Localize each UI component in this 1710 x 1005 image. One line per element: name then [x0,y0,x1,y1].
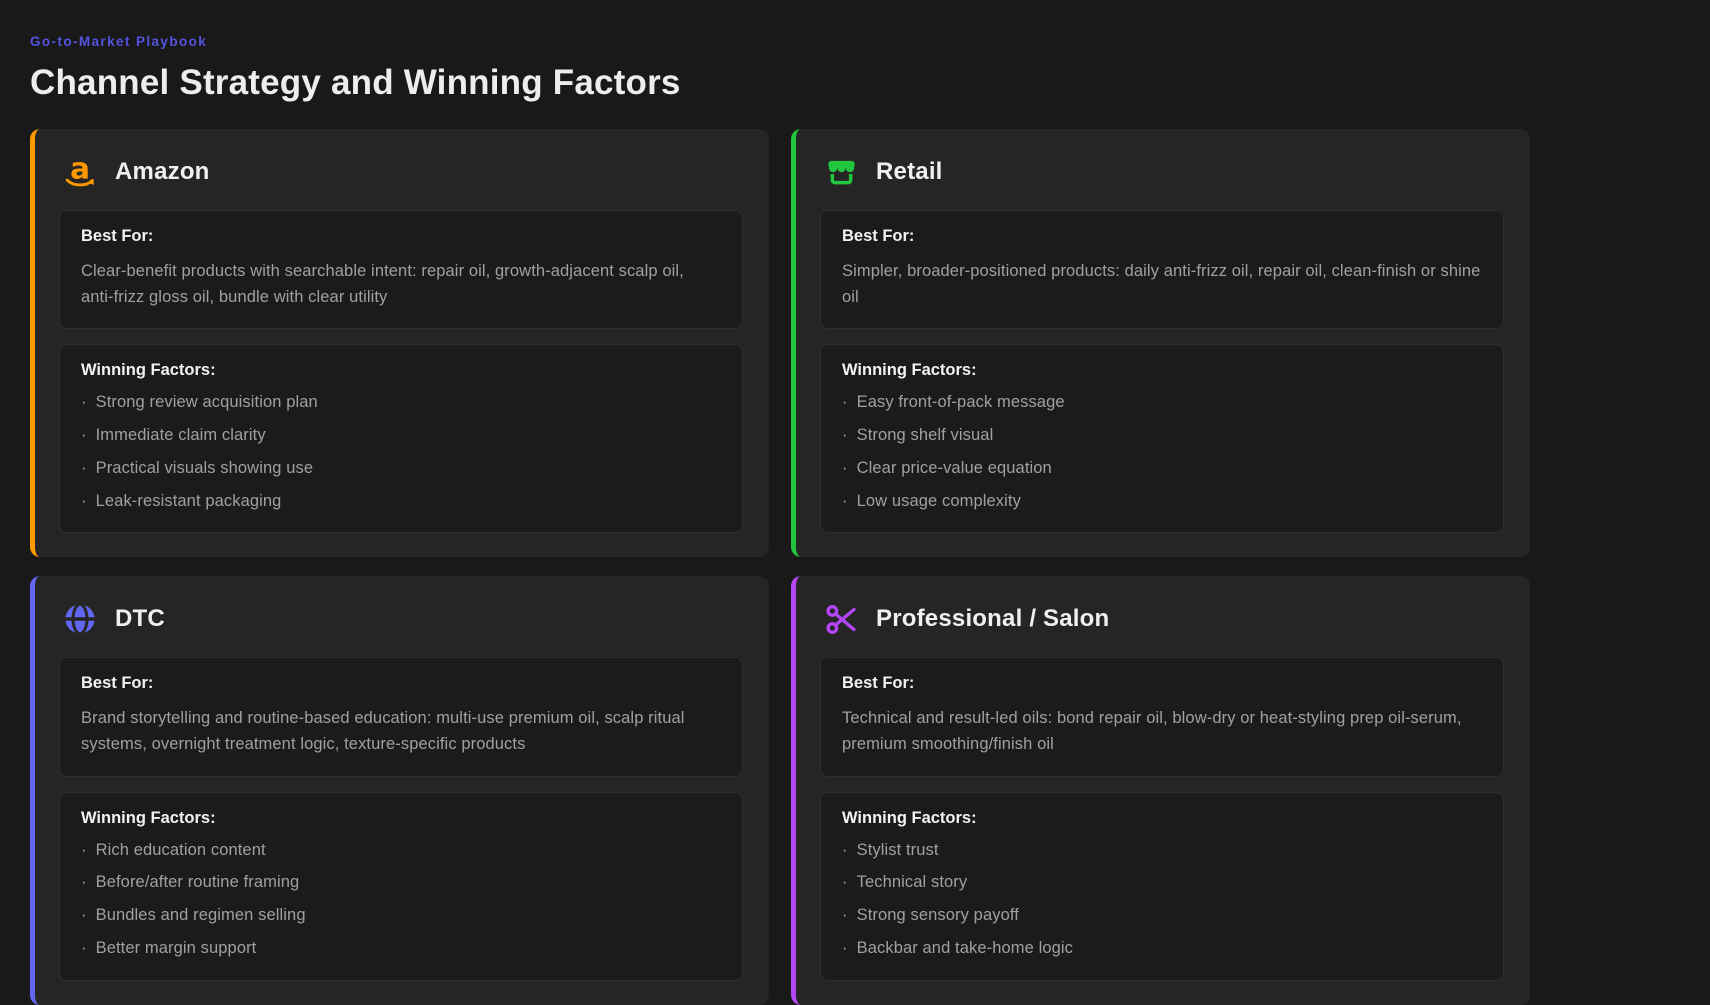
winning-factor-item: · Easy front-of-pack message [842,392,1482,413]
winning-factor-item: · Stylist trust [842,840,1482,861]
winning-factor-item: · Practical visuals showing use [81,458,721,479]
winning-factor-text: Strong sensory payoff [856,906,1019,925]
card-header: a Amazon [59,149,743,195]
best-for-text: Technical and result-led oils: bond repa… [842,709,1462,754]
channel-title: DTC [115,605,165,633]
bullet-dot: · [842,459,848,477]
best-for-section: Best For: Clear-benefit products with se… [59,210,743,330]
globe-icon [61,600,99,638]
winning-factor-text: Rich education content [95,840,266,859]
winning-factors-section: Winning Factors: · Easy front-of-pack mes… [820,344,1504,534]
winning-factor-item: · Technical story [842,872,1482,893]
channel-title: Amazon [115,158,210,185]
channel-card-dtc: DTC Best For: Brand storytelling and rou… [30,576,769,1005]
bullet-dot: · [81,906,87,925]
winning-factors-section: Winning Factors: · Strong review acquisit… [59,344,743,534]
winning-factors-label: Winning Factors: [842,361,977,380]
winning-factor-text: Strong shelf visual [856,426,994,445]
winning-factor-item: · Strong sensory payoff [842,905,1482,926]
bullet-dot: · [842,491,848,510]
bullet-dot: · [842,906,848,925]
winning-factor-item: · Leak-resistant packaging [81,491,721,512]
best-for-label: Best For: [842,227,915,245]
bullet-dot: · [81,873,87,892]
card-header: Professional / Salon [820,596,1504,642]
winning-factors-list: · Rich education content · Before/after rou… [81,840,721,960]
bullet-dot: · [842,393,848,412]
bullet-dot: · [81,459,87,477]
best-for-text: Simpler, broader-positioned products: da… [842,262,1481,307]
winning-factors-label: Winning Factors: [842,808,977,827]
winning-factor-text: Stylist trust [856,840,939,859]
winning-factor-text: Leak-resistant packaging [95,491,282,510]
best-for-label: Best For: [81,674,154,693]
best-for-text: Brand storytelling and routine-based edu… [81,709,685,754]
winning-factor-item: · Strong review acquisition plan [81,392,721,413]
winning-factor-text: Better margin support [95,939,257,958]
winning-factor-item: · Before/after routine framing [81,872,721,893]
best-for-label: Best For: [81,227,154,245]
card-header: Retail [820,149,1504,195]
winning-factor-item: · Backbar and take-home logic [842,938,1482,959]
playbook-page: Go-to-Market Playbook Channel Strategy a… [30,34,1530,1005]
winning-factor-item: · Immediate claim clarity [81,425,721,446]
winning-factor-item: · Strong shelf visual [842,425,1482,446]
winning-factor-text: Technical story [856,873,968,892]
channel-title: Retail [876,158,943,185]
eyebrow-label: Go-to-Market Playbook [30,34,208,49]
best-for-section: Best For: Simpler, broader-positioned pr… [820,210,1504,330]
channel-title: Professional / Salon [876,605,1110,633]
best-for-section: Best For: Brand storytelling and routine… [59,657,743,777]
bullet-dot: · [81,939,87,958]
bullet-dot: · [81,393,87,412]
bullet-dot: · [842,840,848,859]
bullet-dot: · [842,939,848,958]
winning-factor-item: · Better margin support [81,938,721,959]
page-title: Channel Strategy and Winning Factors [30,63,681,102]
winning-factor-text: Before/after routine framing [95,873,300,892]
winning-factor-text: Bundles and regimen selling [95,906,306,925]
svg-text:a: a [70,153,90,186]
winning-factors-list: · Strong review acquisition plan · Immediat… [81,392,721,512]
winning-factor-text: Strong review acquisition plan [95,393,318,412]
channel-card-professional-salon: Professional / Salon Best For: Technical… [791,576,1530,1005]
bullet-dot: · [842,426,848,445]
bullet-dot: · [842,873,848,892]
bullet-dot: · [81,840,87,859]
best-for-section: Best For: Technical and result-led oils:… [820,657,1504,777]
winning-factor-text: Easy front-of-pack message [856,393,1065,412]
card-header: DTC [59,596,743,642]
best-for-label: Best For: [842,674,915,693]
winning-factors-list: · Stylist trust · Technical story · Strong se… [842,840,1482,960]
channel-grid: a Amazon Best For: Clear-benefit product… [30,129,1530,1005]
scissors-icon [822,600,860,638]
winning-factors-list: · Easy front-of-pack message · Strong shelf… [842,392,1482,512]
winning-factors-label: Winning Factors: [81,361,216,380]
winning-factor-item: · Bundles and regimen selling [81,905,721,926]
winning-factor-text: Low usage complexity [856,491,1021,510]
winning-factor-text: Backbar and take-home logic [856,939,1074,958]
bullet-dot: · [81,426,87,445]
amazon-smile-icon: a [61,153,99,191]
winning-factors-section: Winning Factors: · Rich education content… [59,791,743,981]
channel-card-retail: Retail Best For: Simpler, broader-positi… [791,129,1530,558]
channel-card-amazon: a Amazon Best For: Clear-benefit product… [30,129,769,558]
bullet-dot: · [81,491,87,510]
winning-factors-section: Winning Factors: · Stylist trust · Technica… [820,791,1504,981]
storefront-icon [822,153,860,191]
winning-factor-item: · Clear price-value equation [842,458,1482,479]
winning-factor-item: · Rich education content [81,840,721,861]
winning-factor-item: · Low usage complexity [842,491,1482,512]
winning-factors-label: Winning Factors: [81,808,216,827]
best-for-text: Clear-benefit products with searchable i… [81,262,684,307]
winning-factor-text: Practical visuals showing use [95,459,314,477]
winning-factor-text: Immediate claim clarity [95,426,266,445]
winning-factor-text: Clear price-value equation [856,459,1052,477]
